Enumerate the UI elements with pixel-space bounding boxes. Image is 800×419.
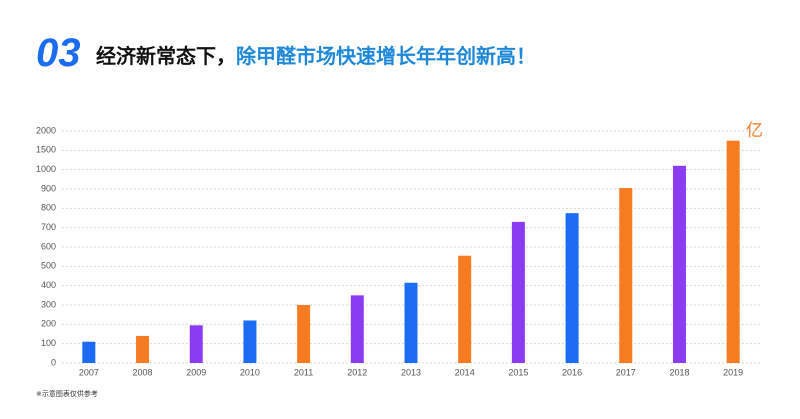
y-tick-label: 800 [41, 203, 56, 213]
bar [243, 320, 257, 363]
y-tick-label: 200 [41, 319, 56, 329]
y-tick-label: 1000 [36, 164, 56, 174]
x-tick-label: 2017 [616, 367, 636, 377]
bar [458, 255, 472, 363]
x-tick-label: 2011 [294, 367, 313, 377]
title-highlight: 除甲醛市场快速增长年年创新高！ [236, 44, 536, 68]
x-tick-label: 2012 [347, 367, 367, 377]
bar [619, 188, 633, 363]
bar [404, 282, 418, 363]
x-tick-label: 2008 [133, 367, 153, 377]
footnote: ※示意图表仅供参考 [36, 389, 98, 398]
x-tick-label: 2016 [562, 367, 582, 377]
bar [136, 335, 150, 363]
title-part: 经济新常态下， [96, 44, 236, 68]
bar [82, 341, 96, 363]
x-tick-label: 2015 [508, 367, 528, 377]
y-tick-label: 600 [41, 241, 56, 251]
y-tick-label: 400 [41, 280, 56, 290]
y-tick-label: 100 [41, 338, 56, 348]
badge: 03 [36, 31, 81, 75]
x-tick-label: 2018 [669, 367, 689, 377]
x-tick-label: 2010 [240, 367, 260, 377]
chart-title: 经济新常态下，除甲醛市场快速增长年年创新高！ [96, 44, 536, 68]
bar [672, 165, 686, 363]
bar [511, 221, 525, 363]
bar [297, 305, 311, 363]
y-tick-label: 500 [41, 261, 56, 271]
x-tick-label: 2014 [455, 367, 475, 377]
x-tick-label: 2009 [186, 367, 206, 377]
y-tick-label: 300 [41, 299, 56, 309]
bar [350, 295, 364, 363]
y-tick-label: 700 [41, 222, 56, 232]
x-tick-label: 2013 [401, 367, 421, 377]
bar [726, 140, 740, 363]
bar [189, 325, 203, 363]
x-tick-label: 2007 [79, 367, 99, 377]
y-tick-label: 1500 [36, 145, 56, 155]
y-tick-label: 2000 [36, 125, 56, 135]
y-tick-label: 900 [41, 183, 56, 193]
x-tick-label: 2019 [723, 367, 743, 377]
y-tick-label: 0 [51, 357, 56, 367]
bar [565, 213, 579, 363]
